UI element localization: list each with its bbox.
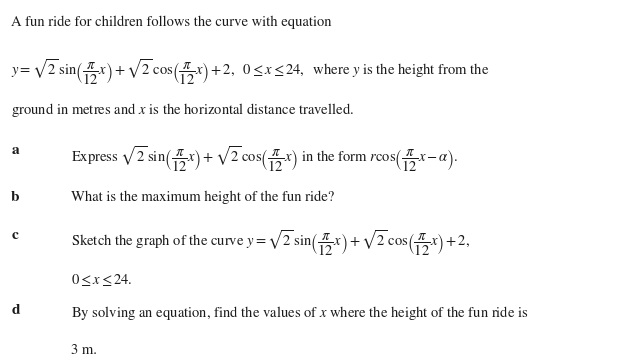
Text: b: b <box>11 191 20 204</box>
Text: c: c <box>11 229 18 242</box>
Text: ground in metres and $x$ is the horizontal distance travelled.: ground in metres and $x$ is the horizont… <box>11 101 354 119</box>
Text: By solving an equation, find the values of $x$ where the height of the fun ride : By solving an equation, find the values … <box>71 304 529 322</box>
Text: $y = \sqrt{2}\,\sin\!\left(\dfrac{\pi}{12}x\right) + \sqrt{2}\,\cos\!\left(\dfra: $y = \sqrt{2}\,\sin\!\left(\dfrac{\pi}{1… <box>11 58 490 87</box>
Text: Sketch the graph of the curve $y = \sqrt{2}\,\sin\!\left(\dfrac{\pi}{12}x\right): Sketch the graph of the curve $y = \sqrt… <box>71 229 471 258</box>
Text: 3 m.: 3 m. <box>71 344 97 357</box>
Text: d: d <box>11 304 20 317</box>
Text: Express $\sqrt{2}\,\sin\!\left(\dfrac{\pi}{12}x\right) + \sqrt{2}\,\cos\!\left(\: Express $\sqrt{2}\,\sin\!\left(\dfrac{\p… <box>71 144 459 174</box>
Text: a: a <box>11 144 19 157</box>
Text: What is the maximum height of the fun ride?: What is the maximum height of the fun ri… <box>71 191 335 204</box>
Text: A fun ride for children follows the curve with equation: A fun ride for children follows the curv… <box>11 15 332 28</box>
Text: $0 \leq x \leq 24.$: $0 \leq x \leq 24.$ <box>71 272 133 288</box>
